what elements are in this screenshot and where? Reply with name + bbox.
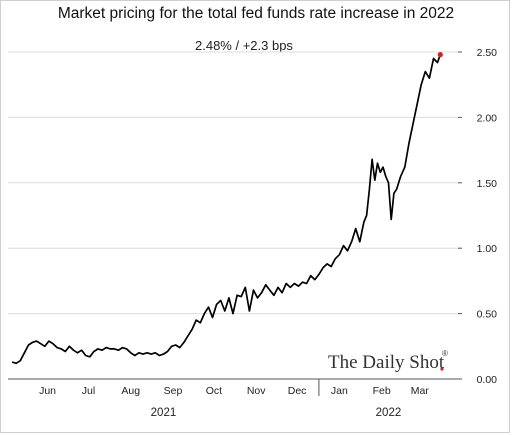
series-line: [11, 54, 442, 365]
y-axis: 0.00 0.50 1.00 1.50 2.00 2.50: [8, 47, 497, 386]
last-point-marker: [437, 52, 443, 58]
chart-axes: [8, 378, 458, 396]
x-tick-label: Sep: [164, 385, 183, 397]
year-label: 2022: [376, 407, 402, 419]
watermark-dot: [440, 367, 444, 371]
x-axis: Jun Jul Aug Sep Oct Nov Dec Jan Feb Mar 2021 2022: [39, 385, 429, 419]
x-tick-label: Aug: [121, 385, 140, 397]
x-tick-label: Mar: [411, 385, 430, 397]
y-tick-label: 0.50: [477, 309, 498, 321]
x-tick-label: Oct: [206, 385, 222, 397]
y-tick-label: 2.50: [477, 47, 498, 59]
watermark-text: The Daily Shot: [328, 352, 445, 373]
x-tick-label: Jan: [331, 385, 348, 397]
chart-title: Market pricing for the total fed funds r…: [57, 5, 455, 22]
y-tick-label: 1.50: [477, 178, 498, 190]
y-tick-label: 0.00: [477, 374, 498, 386]
x-tick-label: Feb: [373, 385, 391, 397]
watermark-logo: The Daily Shot ®: [328, 349, 448, 373]
watermark-registered-mark: ®: [442, 349, 448, 358]
chart-subtitle: 2.48% / +2.3 bps: [195, 38, 293, 53]
y-tick-label: 1.00: [477, 243, 498, 255]
x-tick-label: Dec: [288, 385, 307, 397]
y-tick-label: 2.00: [477, 112, 498, 124]
x-tick-label: Jul: [82, 385, 95, 397]
x-tick-label: Jun: [39, 385, 56, 397]
x-tick-label: Nov: [247, 385, 266, 397]
year-label: 2021: [151, 407, 177, 419]
